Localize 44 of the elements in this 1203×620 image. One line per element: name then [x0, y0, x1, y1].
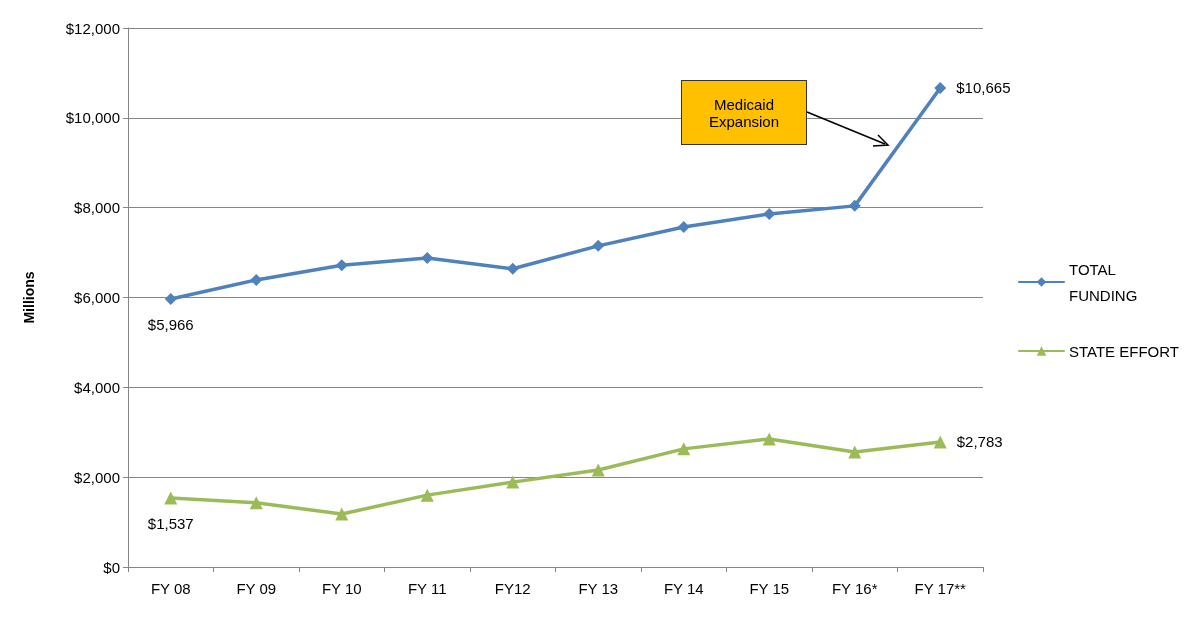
point	[164, 491, 178, 505]
x-tick-label: FY 08	[150, 580, 191, 597]
callout-box: Medicaid Expansion	[681, 80, 807, 145]
point	[420, 488, 434, 502]
point	[762, 432, 776, 446]
point	[848, 445, 862, 459]
y-tick-label: $2,000	[74, 468, 120, 486]
legend-label: TOTAL FUNDING	[1069, 260, 1138, 304]
x-tick-label: FY 10	[321, 580, 362, 597]
point	[250, 273, 263, 286]
point	[934, 81, 947, 94]
point	[164, 293, 177, 306]
y-tick-label: $6,000	[74, 289, 120, 306]
x-tick-label: FY 15	[749, 580, 790, 597]
y-axis-title: Millions	[21, 271, 37, 324]
y-tick-label: $10,000	[65, 109, 120, 127]
x-tick-label: FY 14	[663, 580, 704, 597]
data-label: $2,783	[956, 433, 1003, 451]
y-tick-label: $4,000	[74, 378, 120, 396]
data-label: $1,537	[147, 515, 194, 533]
y-tick-label: $8,000	[74, 199, 120, 217]
point	[335, 259, 348, 272]
point	[335, 507, 349, 521]
legend-label: STATE EFFORT	[1069, 342, 1180, 360]
x-tick-label: FY12	[494, 580, 531, 597]
x-tick-label: FY 09	[236, 580, 277, 597]
y-tick-label: $0	[103, 558, 120, 576]
point	[677, 220, 690, 233]
x-tick-label: FY 16*	[831, 580, 878, 597]
point	[848, 199, 861, 212]
point	[249, 496, 263, 510]
point	[506, 475, 520, 489]
x-tick-label: FY 17**	[914, 580, 967, 597]
point	[591, 463, 605, 477]
point	[592, 239, 605, 252]
data-label: $10,665	[956, 79, 1011, 97]
point	[421, 251, 434, 264]
y-tick-label: $12,000	[65, 19, 120, 37]
x-tick-label: FY 13	[578, 580, 619, 597]
point	[677, 442, 691, 456]
data-label: $5,966	[147, 316, 194, 334]
point	[506, 262, 519, 275]
x-tick-label: FY 11	[407, 580, 447, 597]
point	[933, 435, 947, 449]
